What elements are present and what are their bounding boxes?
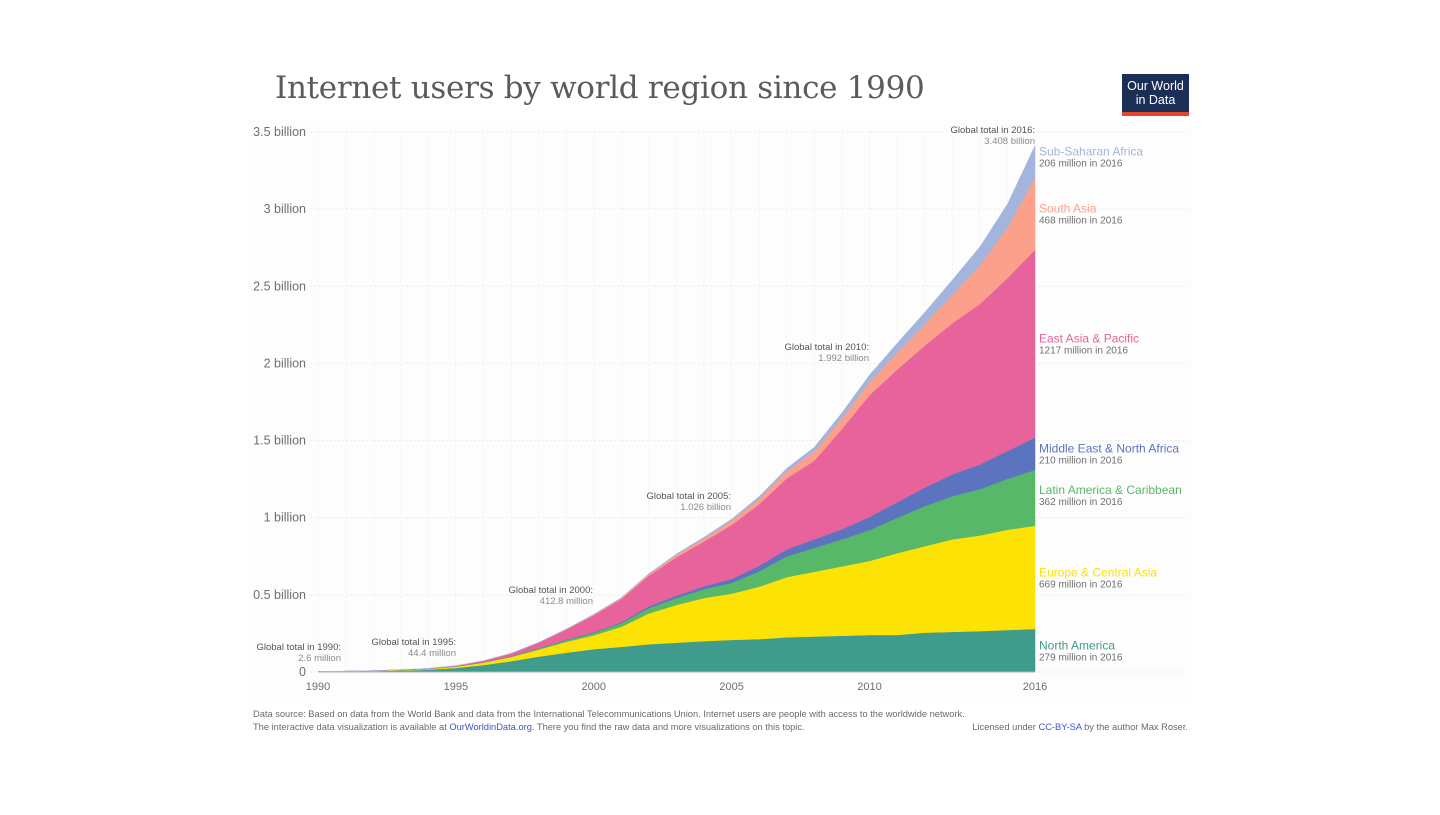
annotation-label: Global total in 2000:: [508, 585, 593, 596]
series-label: Sub-Saharan Africa: [1039, 145, 1143, 159]
annotation-label: Global total in 2010:: [784, 342, 869, 353]
x-tick-label: 2010: [857, 681, 881, 693]
interactive-note: The interactive data visualization is av…: [253, 721, 1188, 734]
annotation-value: 1.992 billion: [818, 353, 869, 364]
y-tick-label: 3.5 billion: [253, 125, 306, 139]
annotation-value: 44.4 million: [408, 648, 456, 659]
series-label: Middle East & North Africa: [1039, 442, 1179, 456]
y-tick-label: 1.5 billion: [253, 434, 306, 448]
series-value-label: 362 million in 2016: [1039, 497, 1123, 508]
y-tick-label: 2.5 billion: [253, 279, 306, 293]
series-value-label: 210 million in 2016: [1039, 456, 1123, 467]
series-value-label: 206 million in 2016: [1039, 159, 1123, 170]
chart-footer: Data source: Based on data from the Worl…: [253, 708, 1188, 734]
y-tick-label: 2 billion: [264, 356, 306, 370]
annotation-label: Global total in 1995:: [371, 637, 456, 648]
annotation-label: Global total in 2005:: [646, 491, 731, 502]
x-tick-label: 2000: [582, 681, 606, 693]
y-tick-label: 1 billion: [264, 511, 306, 525]
series-value-label: 669 million in 2016: [1039, 579, 1123, 590]
annotation-value: 2.6 million: [298, 653, 341, 664]
area-sub-saharan-africa: [317, 145, 1036, 672]
x-tick-label: 1990: [306, 681, 330, 693]
source-note: Data source: Based on data from the Worl…: [253, 709, 965, 719]
x-tick-label: 2005: [719, 681, 743, 693]
y-tick-label: 3 billion: [264, 202, 306, 216]
logo-line-1: Our World: [1127, 79, 1184, 93]
owid-logo[interactable]: Our World in Data: [1122, 74, 1189, 116]
annotation-label: Global total in 1990:: [256, 642, 341, 653]
chart-title: Internet users by world region since 199…: [275, 70, 925, 106]
owid-link[interactable]: OurWorldinData.org: [449, 722, 532, 732]
x-tick-label: 1995: [444, 681, 468, 693]
license-link[interactable]: CC-BY-SA: [1038, 722, 1082, 732]
series-label: East Asia & Pacific: [1039, 332, 1139, 346]
series-label: South Asia: [1039, 202, 1097, 216]
series-label: North America: [1039, 638, 1115, 652]
series-label: Latin America & Caribbean: [1039, 483, 1182, 497]
y-tick-label: 0: [299, 665, 306, 679]
series-label: Europe & Central Asia: [1039, 565, 1157, 579]
logo-line-2: in Data: [1135, 93, 1176, 107]
annotation-value: 1.026 billion: [680, 502, 731, 513]
annotation-value: 3.408 billion: [984, 136, 1035, 147]
series-value-label: 1217 million in 2016: [1039, 346, 1128, 357]
x-tick-label: 2016: [1023, 681, 1047, 693]
interactive-note-text-end: . There you find the raw data and more v…: [531, 722, 805, 732]
annotation-label: Global total in 2016:: [950, 125, 1035, 136]
series-value-label: 279 million in 2016: [1039, 652, 1123, 663]
license-note: Licensed under CC-BY-SA by the author Ma…: [972, 721, 1188, 734]
series-value-label: 468 million in 2016: [1039, 216, 1123, 227]
y-tick-label: 0.5 billion: [253, 588, 306, 602]
interactive-note-text: The interactive data visualization is av…: [253, 722, 450, 732]
license-text: Licensed under: [972, 722, 1039, 732]
annotation-value: 412.8 million: [540, 596, 593, 607]
license-text-end: by the author Max Roser.: [1081, 722, 1188, 732]
